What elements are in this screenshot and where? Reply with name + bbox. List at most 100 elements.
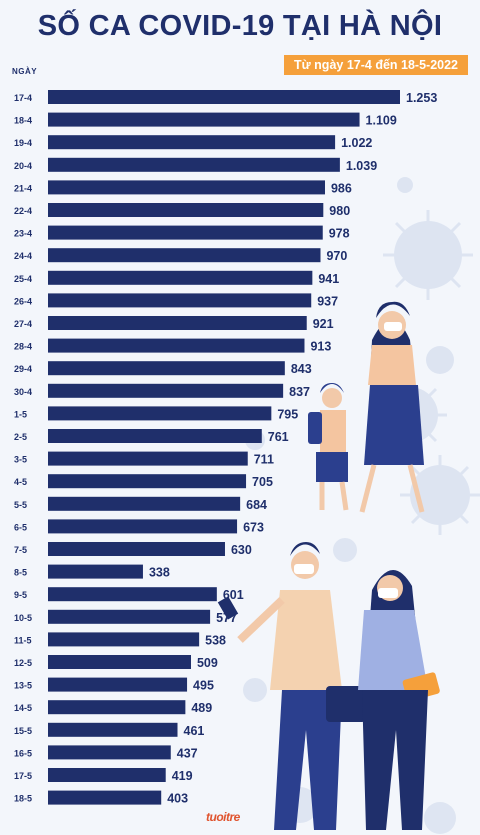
category-label-6-5: 6-5	[14, 522, 27, 532]
category-label-10-5: 10-5	[14, 613, 32, 623]
value-label-8-5: 338	[149, 566, 170, 580]
value-label-6-5: 673	[243, 520, 264, 534]
category-label-2-5: 2-5	[14, 432, 27, 442]
bar-14-5	[48, 700, 186, 715]
bar-11-5	[48, 632, 200, 647]
bar-17-4	[48, 90, 400, 104]
category-label-27-4: 27-4	[14, 319, 32, 329]
category-label-22-4: 22-4	[14, 206, 32, 216]
bar-30-4	[48, 383, 284, 398]
bar-9-5	[48, 587, 217, 602]
value-label-17-5: 419	[172, 769, 193, 783]
bar-19-4	[48, 135, 336, 150]
category-label-17-4: 17-4	[14, 93, 32, 103]
category-label-9-5: 9-5	[14, 590, 27, 600]
value-label-18-4: 1.109	[366, 114, 397, 128]
category-label-15-5: 15-5	[14, 726, 32, 736]
category-label-7-5: 7-5	[14, 545, 27, 555]
value-label-28-4: 913	[310, 340, 331, 354]
bar-16-5	[48, 745, 171, 760]
bar-17-5	[48, 768, 166, 782]
value-label-5-5: 684	[246, 498, 267, 512]
value-label-30-4: 837	[289, 385, 310, 399]
bar-22-4	[48, 203, 324, 217]
woman-with-child-illustration	[308, 301, 425, 513]
category-label-14-5: 14-5	[14, 703, 32, 713]
bar-5-5	[48, 496, 241, 511]
value-label-2-5: 761	[268, 430, 289, 444]
category-label-25-4: 25-4	[14, 274, 32, 284]
category-label-21-4: 21-4	[14, 183, 32, 193]
value-label-27-4: 921	[313, 317, 334, 331]
category-label-30-4: 30-4	[14, 387, 32, 397]
bar-4-5	[48, 474, 247, 489]
bar-10-5	[48, 609, 211, 624]
value-label-24-4: 970	[326, 249, 347, 263]
value-label-3-5: 711	[254, 453, 274, 467]
value-label-14-5: 489	[191, 701, 212, 715]
bar-29-4	[48, 361, 285, 376]
value-label-10-5: 577	[216, 611, 237, 625]
category-label-26-4: 26-4	[14, 296, 32, 306]
bar-28-4	[48, 338, 305, 353]
bar-21-4	[48, 180, 325, 195]
bar-27-4	[48, 316, 307, 330]
bar-1-5	[48, 406, 272, 421]
bar-2-5	[48, 429, 262, 443]
bar-24-4	[48, 248, 321, 263]
category-label-12-5: 12-5	[14, 658, 32, 668]
category-label-1-5: 1-5	[14, 409, 27, 419]
category-label-13-5: 13-5	[14, 681, 32, 691]
category-label-11-5: 11-5	[14, 635, 32, 645]
couple-illustration	[217, 542, 440, 830]
value-label-1-5: 795	[277, 407, 298, 421]
category-label-20-4: 20-4	[14, 161, 32, 171]
bar-26-4	[48, 293, 312, 308]
category-label-18-4: 18-4	[14, 116, 32, 126]
bar-13-5	[48, 677, 188, 692]
category-label-5-5: 5-5	[14, 500, 27, 510]
bar-8-5	[48, 564, 143, 579]
category-label-29-4: 29-4	[14, 364, 32, 374]
category-label-17-5: 17-5	[14, 771, 32, 781]
virus-icon	[400, 455, 480, 535]
bar-18-5	[48, 790, 162, 805]
value-label-20-4: 1.039	[346, 159, 377, 173]
bar-25-4	[48, 270, 313, 285]
category-label-16-5: 16-5	[14, 748, 32, 758]
bar-15-5	[48, 722, 178, 737]
chart-title: SỐ CA COVID-19 TẠI HÀ NỘI	[37, 10, 443, 42]
value-label-13-5: 495	[193, 679, 214, 693]
value-label-23-4: 978	[329, 227, 350, 241]
value-label-4-5: 705	[252, 475, 273, 489]
value-label-12-5: 509	[197, 656, 218, 670]
bar-3-5	[48, 451, 248, 466]
date-range-badge: Từ ngày 17-4 đến 18-5-2022	[284, 55, 468, 75]
value-label-9-5: 601	[223, 588, 244, 602]
value-label-25-4: 941	[318, 272, 339, 286]
value-label-7-5: 630	[231, 543, 252, 557]
value-label-15-5: 461	[184, 724, 205, 738]
value-label-29-4: 843	[291, 362, 312, 376]
bar-20-4	[48, 157, 340, 172]
category-label-19-4: 19-4	[14, 138, 32, 148]
category-label-28-4: 28-4	[14, 342, 32, 352]
value-label-26-4: 937	[317, 294, 338, 308]
category-label-3-5: 3-5	[14, 455, 27, 465]
tuoitre-logo: tuoitre	[206, 810, 240, 824]
category-label-4-5: 4-5	[14, 477, 27, 487]
bar-6-5	[48, 519, 238, 534]
category-label-24-4: 24-4	[14, 251, 32, 261]
bar-18-4	[48, 112, 360, 127]
value-label-19-4: 1.022	[341, 136, 372, 150]
value-label-16-5: 437	[177, 746, 198, 760]
category-label-18-5: 18-5	[14, 794, 32, 804]
value-label-22-4: 980	[329, 204, 350, 218]
value-label-17-4: 1.253	[406, 91, 437, 105]
value-label-11-5: 538	[205, 633, 226, 647]
value-label-18-5: 403	[167, 792, 188, 806]
y-axis-label: NGÀY	[12, 67, 38, 76]
bar-12-5	[48, 655, 191, 669]
